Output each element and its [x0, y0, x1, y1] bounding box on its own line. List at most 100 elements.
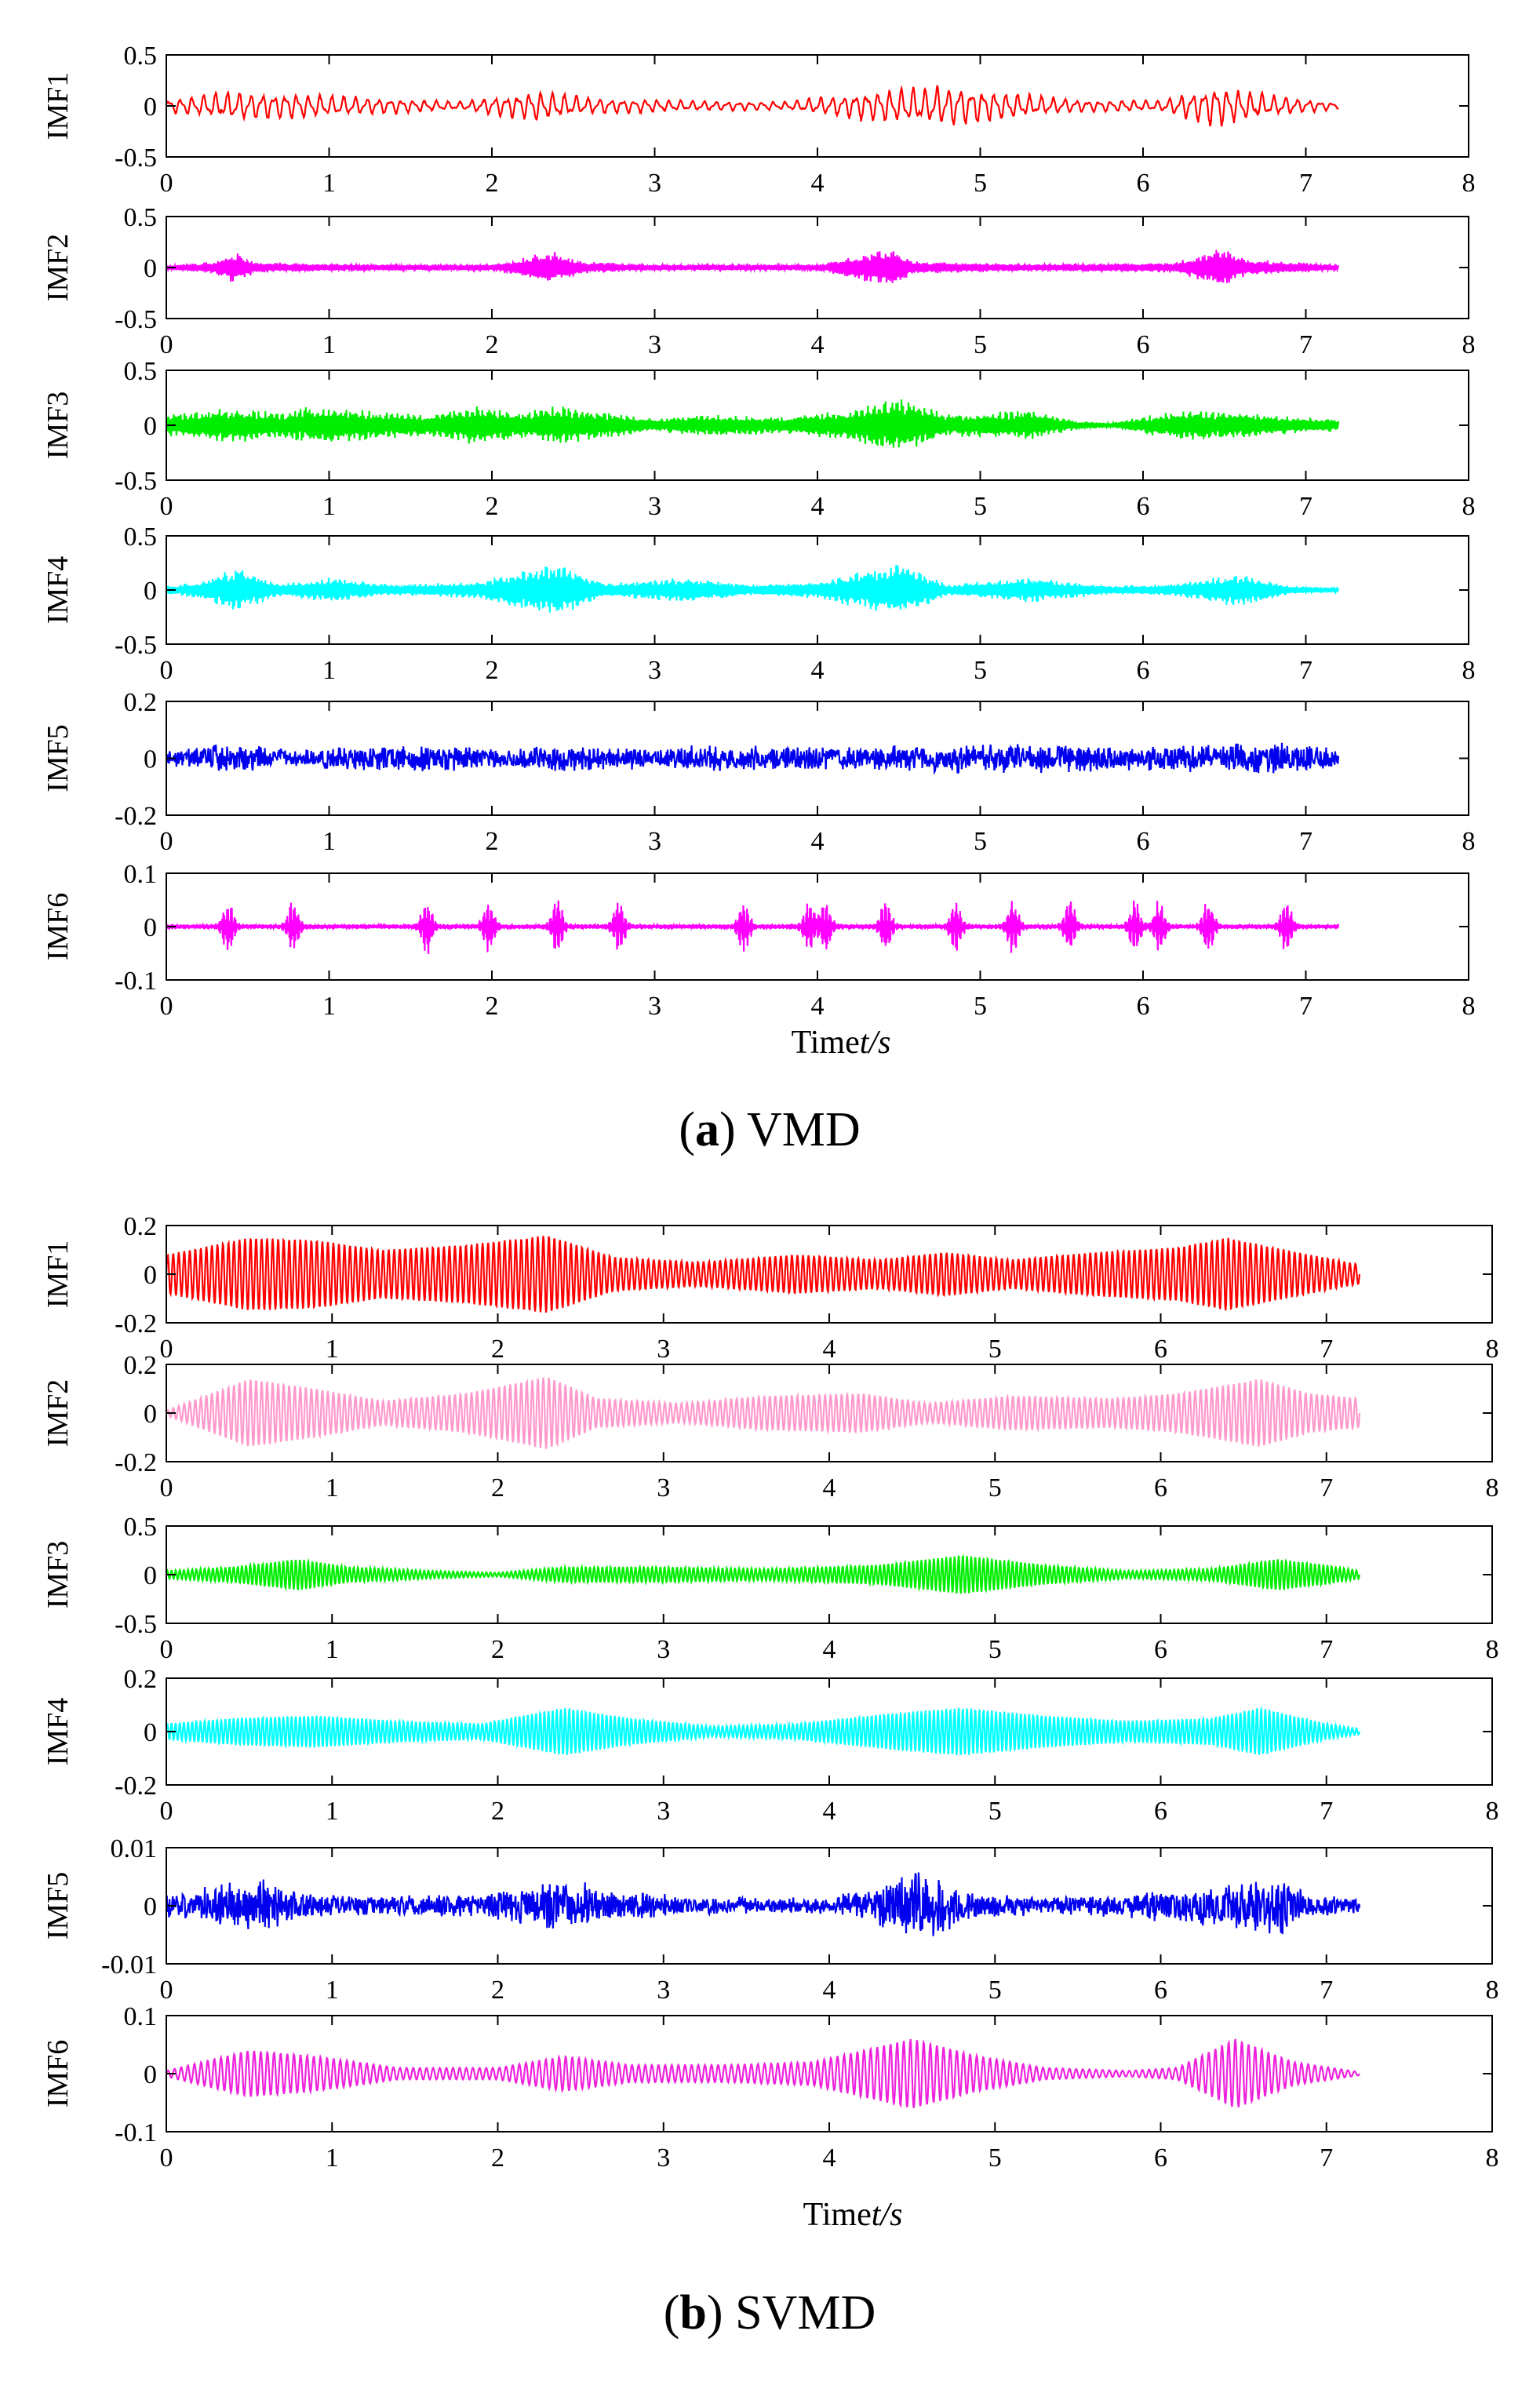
x-tick-label: 5 [974, 656, 987, 685]
x-tick-label: 7 [1320, 1797, 1333, 1826]
y-tick-label: 0 [144, 93, 157, 122]
x-tick-label: 3 [657, 1335, 670, 1364]
y-tick-label: 0.5 [124, 42, 158, 71]
x-tick-label: 4 [811, 492, 825, 521]
series-line-b-imf1 [165, 1236, 1361, 1313]
y-tick-label: 0 [144, 1718, 157, 1747]
x-tick-label: 0 [160, 330, 173, 359]
x-tick-label: 0 [160, 992, 173, 1021]
x-tick-label: 5 [988, 1635, 1002, 1664]
x-tick-label: 7 [1299, 992, 1312, 1021]
x-tick-label: 4 [811, 169, 825, 198]
x-tick-label: 1 [322, 330, 336, 359]
y-tick-label: -0.2 [115, 1772, 157, 1801]
x-axis-label-var: t/s [860, 1025, 891, 1061]
x-tick-label: 0 [160, 1635, 173, 1664]
x-axis-label-prefix: Time [803, 2197, 872, 2233]
x-tick-label: 3 [657, 1635, 670, 1664]
x-tick-label: 5 [988, 2143, 1002, 2173]
x-tick-label: 4 [823, 1335, 836, 1364]
x-tick-label: 0 [160, 1335, 173, 1364]
x-tick-label: 6 [1154, 1473, 1167, 1502]
x-tick-label: 3 [657, 1797, 670, 1826]
y-tick-label: -0.1 [115, 967, 157, 996]
x-tick-label: 5 [988, 1797, 1002, 1826]
x-tick-label: 5 [988, 1473, 1002, 1502]
y-tick-label: 0.5 [124, 523, 158, 552]
series-line-a-imf4 [165, 564, 1340, 613]
y-tick-label: 0.5 [124, 1513, 158, 1542]
y-axis-label-imf6: IMF6 [42, 2040, 75, 2108]
y-tick-label: 0.2 [124, 1212, 158, 1241]
y-tick-label: 0.5 [124, 357, 158, 386]
x-tick-label: 1 [326, 2143, 339, 2173]
x-tick-label: 1 [322, 492, 336, 521]
series-line-b-imf4 [165, 1706, 1361, 1756]
x-tick-label: 5 [988, 1976, 1002, 2005]
x-tick-label: 2 [491, 1473, 504, 1502]
x-tick-label: 8 [1462, 330, 1476, 359]
x-tick-label: 6 [1137, 656, 1150, 685]
x-tick-label: 2 [486, 169, 499, 198]
x-tick-label: 6 [1137, 492, 1150, 521]
y-tick-label: 0.1 [124, 2002, 158, 2031]
x-axis-label-var: t/s [872, 2197, 903, 2233]
y-tick-label: -0.2 [115, 1309, 157, 1339]
y-tick-label: 0 [144, 1892, 157, 1921]
y-axis-label-imf5: IMF5 [42, 1872, 75, 1940]
x-tick-label: 7 [1299, 169, 1312, 198]
y-axis-label-imf2: IMF2 [42, 1379, 75, 1448]
x-tick-label: 4 [823, 1976, 836, 2005]
y-tick-label: -0.5 [115, 1610, 157, 1639]
x-tick-label: 0 [160, 1976, 173, 2005]
x-tick-label: 5 [974, 492, 987, 521]
x-axis-label: Timet/s [803, 2197, 903, 2233]
y-tick-label: 0 [144, 745, 157, 774]
y-axis-label-imf1: IMF1 [42, 1240, 75, 1309]
y-axis-label-imf2: IMF2 [42, 234, 75, 302]
x-tick-label: 5 [974, 169, 987, 198]
y-tick-label: 0 [144, 1561, 157, 1590]
x-tick-label: 4 [823, 1473, 836, 1502]
y-tick-label: -0.5 [115, 305, 157, 334]
x-tick-label: 2 [486, 330, 499, 359]
x-axis-label: Timet/s [792, 1025, 891, 1061]
x-tick-label: 6 [1137, 827, 1150, 856]
x-tick-label: 1 [322, 656, 336, 685]
x-axis-label-prefix: Time [792, 1025, 860, 1061]
x-tick-label: 0 [160, 2143, 173, 2173]
y-tick-label: 0 [144, 2060, 157, 2089]
x-tick-label: 5 [974, 330, 987, 359]
x-tick-label: 7 [1299, 656, 1312, 685]
x-tick-label: 7 [1320, 1635, 1333, 1664]
x-tick-label: 1 [326, 1635, 339, 1664]
y-axis-label-imf4: IMF4 [42, 1698, 75, 1766]
x-tick-label: 3 [657, 1976, 670, 2005]
x-tick-label: 7 [1320, 1335, 1333, 1364]
y-tick-label: 0.5 [124, 203, 158, 232]
x-tick-label: 4 [823, 1797, 836, 1826]
x-tick-label: 8 [1462, 992, 1476, 1021]
x-tick-label: 6 [1154, 1635, 1167, 1664]
x-tick-label: 0 [160, 1797, 173, 1826]
x-tick-label: 7 [1320, 1473, 1333, 1502]
figure-caption-a: (a) VMD [679, 1103, 860, 1156]
x-tick-label: 0 [160, 492, 173, 521]
x-tick-label: 1 [322, 169, 336, 198]
x-tick-label: 1 [326, 1473, 339, 1502]
x-tick-label: 8 [1486, 1473, 1499, 1502]
x-tick-label: 0 [160, 169, 173, 198]
x-tick-label: 7 [1299, 827, 1312, 856]
series-line-a-imf6 [166, 900, 1340, 955]
x-tick-label: 7 [1320, 1976, 1333, 2005]
x-tick-label: 3 [648, 827, 661, 856]
x-tick-label: 3 [657, 2143, 670, 2173]
y-tick-label: -0.2 [115, 1448, 157, 1477]
